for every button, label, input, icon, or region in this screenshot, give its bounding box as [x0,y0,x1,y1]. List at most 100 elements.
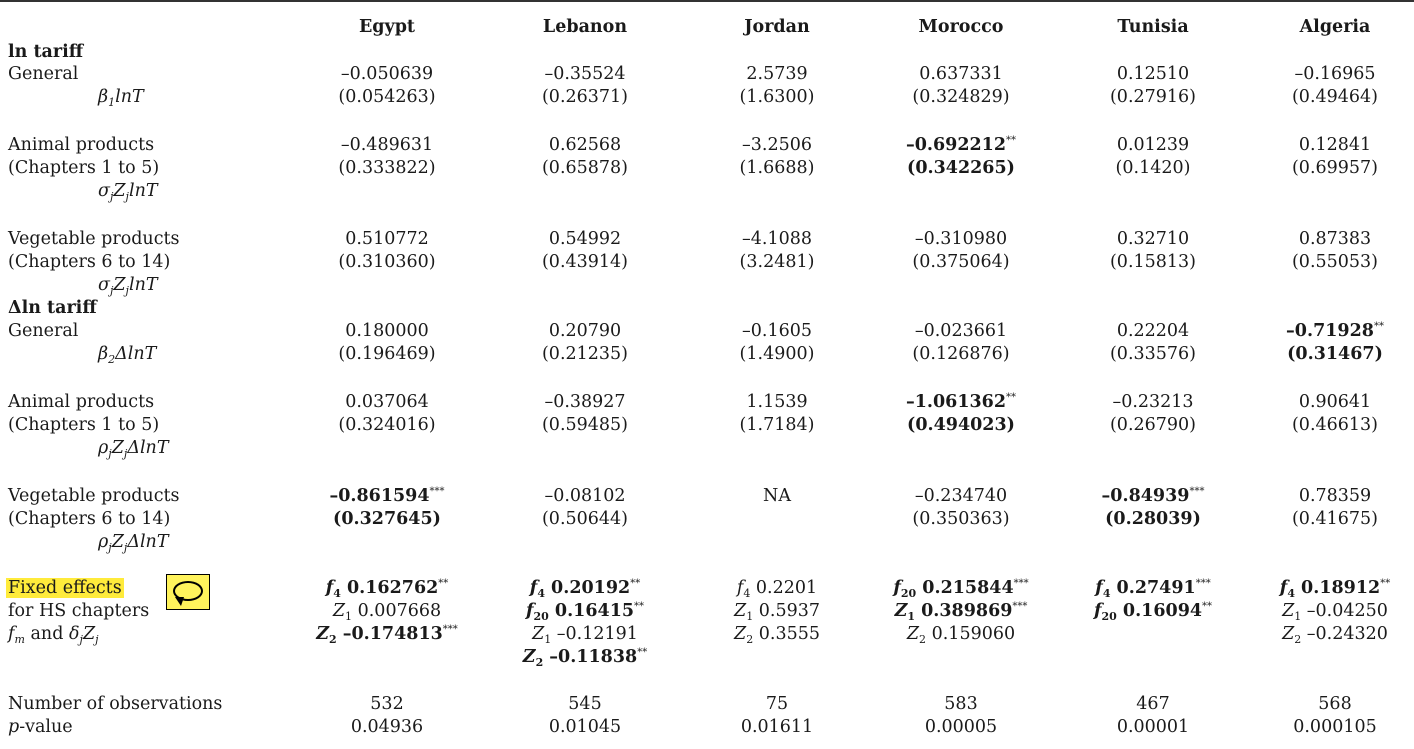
section-ln-tariff: ln tariff [8,42,84,62]
obs-algeria: 568 [1318,694,1352,714]
lnT_animal-se-morocco: (0.342265) [907,158,1015,178]
d_veg-coef-lebanon: –0.08102 [544,486,626,506]
d_general-coef-tunisia: 0.22204 [1116,321,1190,341]
label-sigma-z: σjZjlnT [98,181,158,203]
speech-bubble-icon[interactable] [166,574,210,610]
highlighted-text[interactable]: Fixed effects [6,578,124,598]
d_general-coef-lebanon: 0.20790 [548,321,622,341]
lnT_veg-se-egypt: (0.310360) [338,252,436,272]
lnT_veg-se-algeria: (0.55053) [1291,252,1379,272]
lnT_veg-coef-jordan: –4.1088 [742,229,812,249]
lnT_general-coef-jordan: 2.5739 [746,64,808,84]
obs-jordan: 75 [765,694,789,714]
d_animal-se-egypt: (0.324016) [338,415,436,435]
label-vegetable-2: Vegetable products [8,486,180,506]
d_animal-coef-morocco: –1.061362** [905,392,1017,412]
col-header-tunisia: Tunisia [1117,17,1189,37]
lnT_animal-se-egypt: (0.333822) [338,158,436,178]
fixed-egypt-2: Z1 0.007668 [332,601,442,623]
label-ch6to14: (Chapters 6 to 14) [8,252,171,272]
label-rho-z: ρjZjΔlnT [98,438,169,460]
d_veg-coef-morocco: –0.234740 [914,486,1008,506]
d_animal-coef-lebanon: –0.38927 [544,392,626,412]
label-rho-z-2: ρjZjΔlnT [98,532,169,554]
d_general-coef-algeria: –0.71928** [1286,321,1384,341]
d_general-se-algeria: (0.31467) [1287,344,1383,364]
fixed-algeria-1: f4 0.18912** [1279,578,1391,600]
lnT_veg-coef-algeria: 0.87383 [1298,229,1372,249]
d_general-coef-jordan: –0.1605 [742,321,812,341]
lnT_general-se-egypt: (0.054263) [338,87,436,107]
col-header-jordan: Jordan [744,17,810,37]
obs-tunisia: 467 [1136,694,1170,714]
fixed-morocco-1: f20 0.215844*** [893,578,1029,600]
d_veg-se-tunisia: (0.28039) [1105,509,1201,529]
lnT_animal-se-tunisia: (0.1420) [1115,158,1191,178]
lnT_veg-se-tunisia: (0.15813) [1109,252,1197,272]
d_veg-se-lebanon: (0.50644) [541,509,629,529]
label-p-value: p-value [8,717,73,737]
fixed-egypt-1: f4 0.162762** [325,578,449,600]
label-ch6to14-2: (Chapters 6 to 14) [8,509,171,529]
lnT_general-se-jordan: (1.6300) [739,87,815,107]
col-header-lebanon: Lebanon [542,17,628,37]
d_animal-se-morocco: (0.494023) [907,415,1015,435]
label-animal: Animal products [8,135,155,155]
fixed-tunisia-1: f4 0.27491*** [1095,578,1211,600]
fixed-jordan-1: f4 0.2201 [736,578,818,600]
col-header-algeria: Algeria [1299,17,1371,37]
lnT_general-se-algeria: (0.49464) [1291,87,1379,107]
fixed-lebanon-4: Z2 –0.11838** [522,647,648,669]
d_animal-se-tunisia: (0.26790) [1109,415,1197,435]
fixed-morocco-2: Z1 0.389869*** [894,601,1028,623]
obs-morocco: 583 [944,694,978,714]
d_animal-coef-egypt: 0.037064 [345,392,429,412]
label-ch1to5: (Chapters 1 to 5) [8,158,160,178]
d_veg-coef-algeria: 0.78359 [1298,486,1372,506]
obs-lebanon: 545 [568,694,602,714]
fixed-morocco-3: Z2 0.159060 [906,624,1016,646]
lnT_general-se-lebanon: (0.26371) [541,87,629,107]
fixed-algeria-3: Z2 –0.24320 [1282,624,1388,646]
d_veg-coef-jordan: NA [763,486,791,506]
d_general-se-tunisia: (0.33576) [1109,344,1197,364]
d_animal-coef-tunisia: –0.23213 [1112,392,1194,412]
section-delta-ln-tariff: Δln tariff [8,298,97,318]
fixed-tunisia-2: f20 0.16094** [1093,601,1213,623]
d_general-se-lebanon: (0.21235) [541,344,629,364]
d_veg-se-egypt: (0.327645) [333,509,441,529]
lnT_general-se-tunisia: (0.27916) [1109,87,1197,107]
d_general-coef-egypt: 0.180000 [345,321,429,341]
lnT_animal-se-jordan: (1.6688) [739,158,815,178]
lnT_veg-se-lebanon: (0.43914) [541,252,629,272]
lnT_general-coef-lebanon: –0.35524 [544,64,626,84]
lnT_veg-coef-lebanon: 0.54992 [548,229,622,249]
lnT_veg-se-jordan: (3.2481) [739,252,815,272]
label-beta2: β2ΔlnT [98,344,157,366]
d_general-coef-morocco: –0.023661 [914,321,1008,341]
lnT_general-se-morocco: (0.324829) [912,87,1010,107]
col-header-egypt: Egypt [358,17,416,37]
lnT_general-coef-tunisia: 0.12510 [1116,64,1190,84]
lnT_animal-coef-lebanon: 0.62568 [548,135,622,155]
lnT_veg-coef-egypt: 0.510772 [345,229,429,249]
d_animal-coef-jordan: 1.1539 [746,392,808,412]
lnT_veg-coef-morocco: –0.310980 [914,229,1008,249]
d_veg-se-algeria: (0.41675) [1291,509,1379,529]
label-hs-chapters: for HS chapters [8,601,150,621]
fixed-lebanon-3: Z1 –0.12191 [532,624,638,646]
col-header-morocco: Morocco [918,17,1004,37]
d_veg-coef-egypt: –0.861594*** [329,486,445,506]
d_animal-se-jordan: (1.7184) [739,415,815,435]
pval-algeria: 0.000105 [1293,717,1377,737]
label-vegetable: Vegetable products [8,229,180,249]
fixed-lebanon-2: f20 0.16415** [525,601,645,623]
lnT_veg-coef-tunisia: 0.32710 [1116,229,1190,249]
fixed-egypt-3: Z2 –0.174813*** [316,624,458,646]
obs-egypt: 532 [370,694,404,714]
pval-egypt: 0.04936 [350,717,424,737]
d_animal-se-algeria: (0.46613) [1291,415,1379,435]
label-fixed-effects[interactable]: Fixed effects [6,577,124,599]
fixed-algeria-2: Z1 –0.04250 [1282,601,1388,623]
lnT_veg-se-morocco: (0.375064) [912,252,1010,272]
